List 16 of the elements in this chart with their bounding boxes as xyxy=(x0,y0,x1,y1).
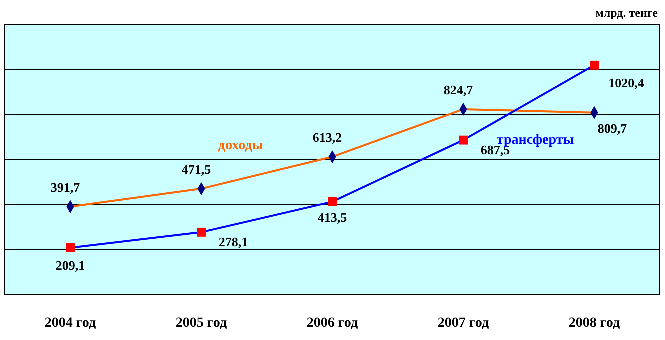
y-axis-title: млрд. тенге xyxy=(596,6,659,20)
data-label: 209,1 xyxy=(56,258,86,273)
data-label: 1020,4 xyxy=(608,75,645,90)
data-label: 278,1 xyxy=(218,234,248,250)
x-tick-label: 2007 год xyxy=(438,316,490,331)
data-label: 413,5 xyxy=(318,210,348,225)
x-tick-label: 2004 год xyxy=(44,316,96,331)
data-label: 391,7 xyxy=(50,180,81,195)
x-tick-label: 2008 год xyxy=(568,316,620,331)
x-tick-label: 2006 год xyxy=(306,316,358,331)
data-label: 613,2 xyxy=(312,130,342,146)
data-label: 471,5 xyxy=(182,162,212,177)
data-label: 824,7 xyxy=(444,82,474,98)
x-tick-label: 2005 год xyxy=(176,316,228,331)
data-label: 809,7 xyxy=(598,120,628,136)
series-label: доходы xyxy=(218,138,264,154)
